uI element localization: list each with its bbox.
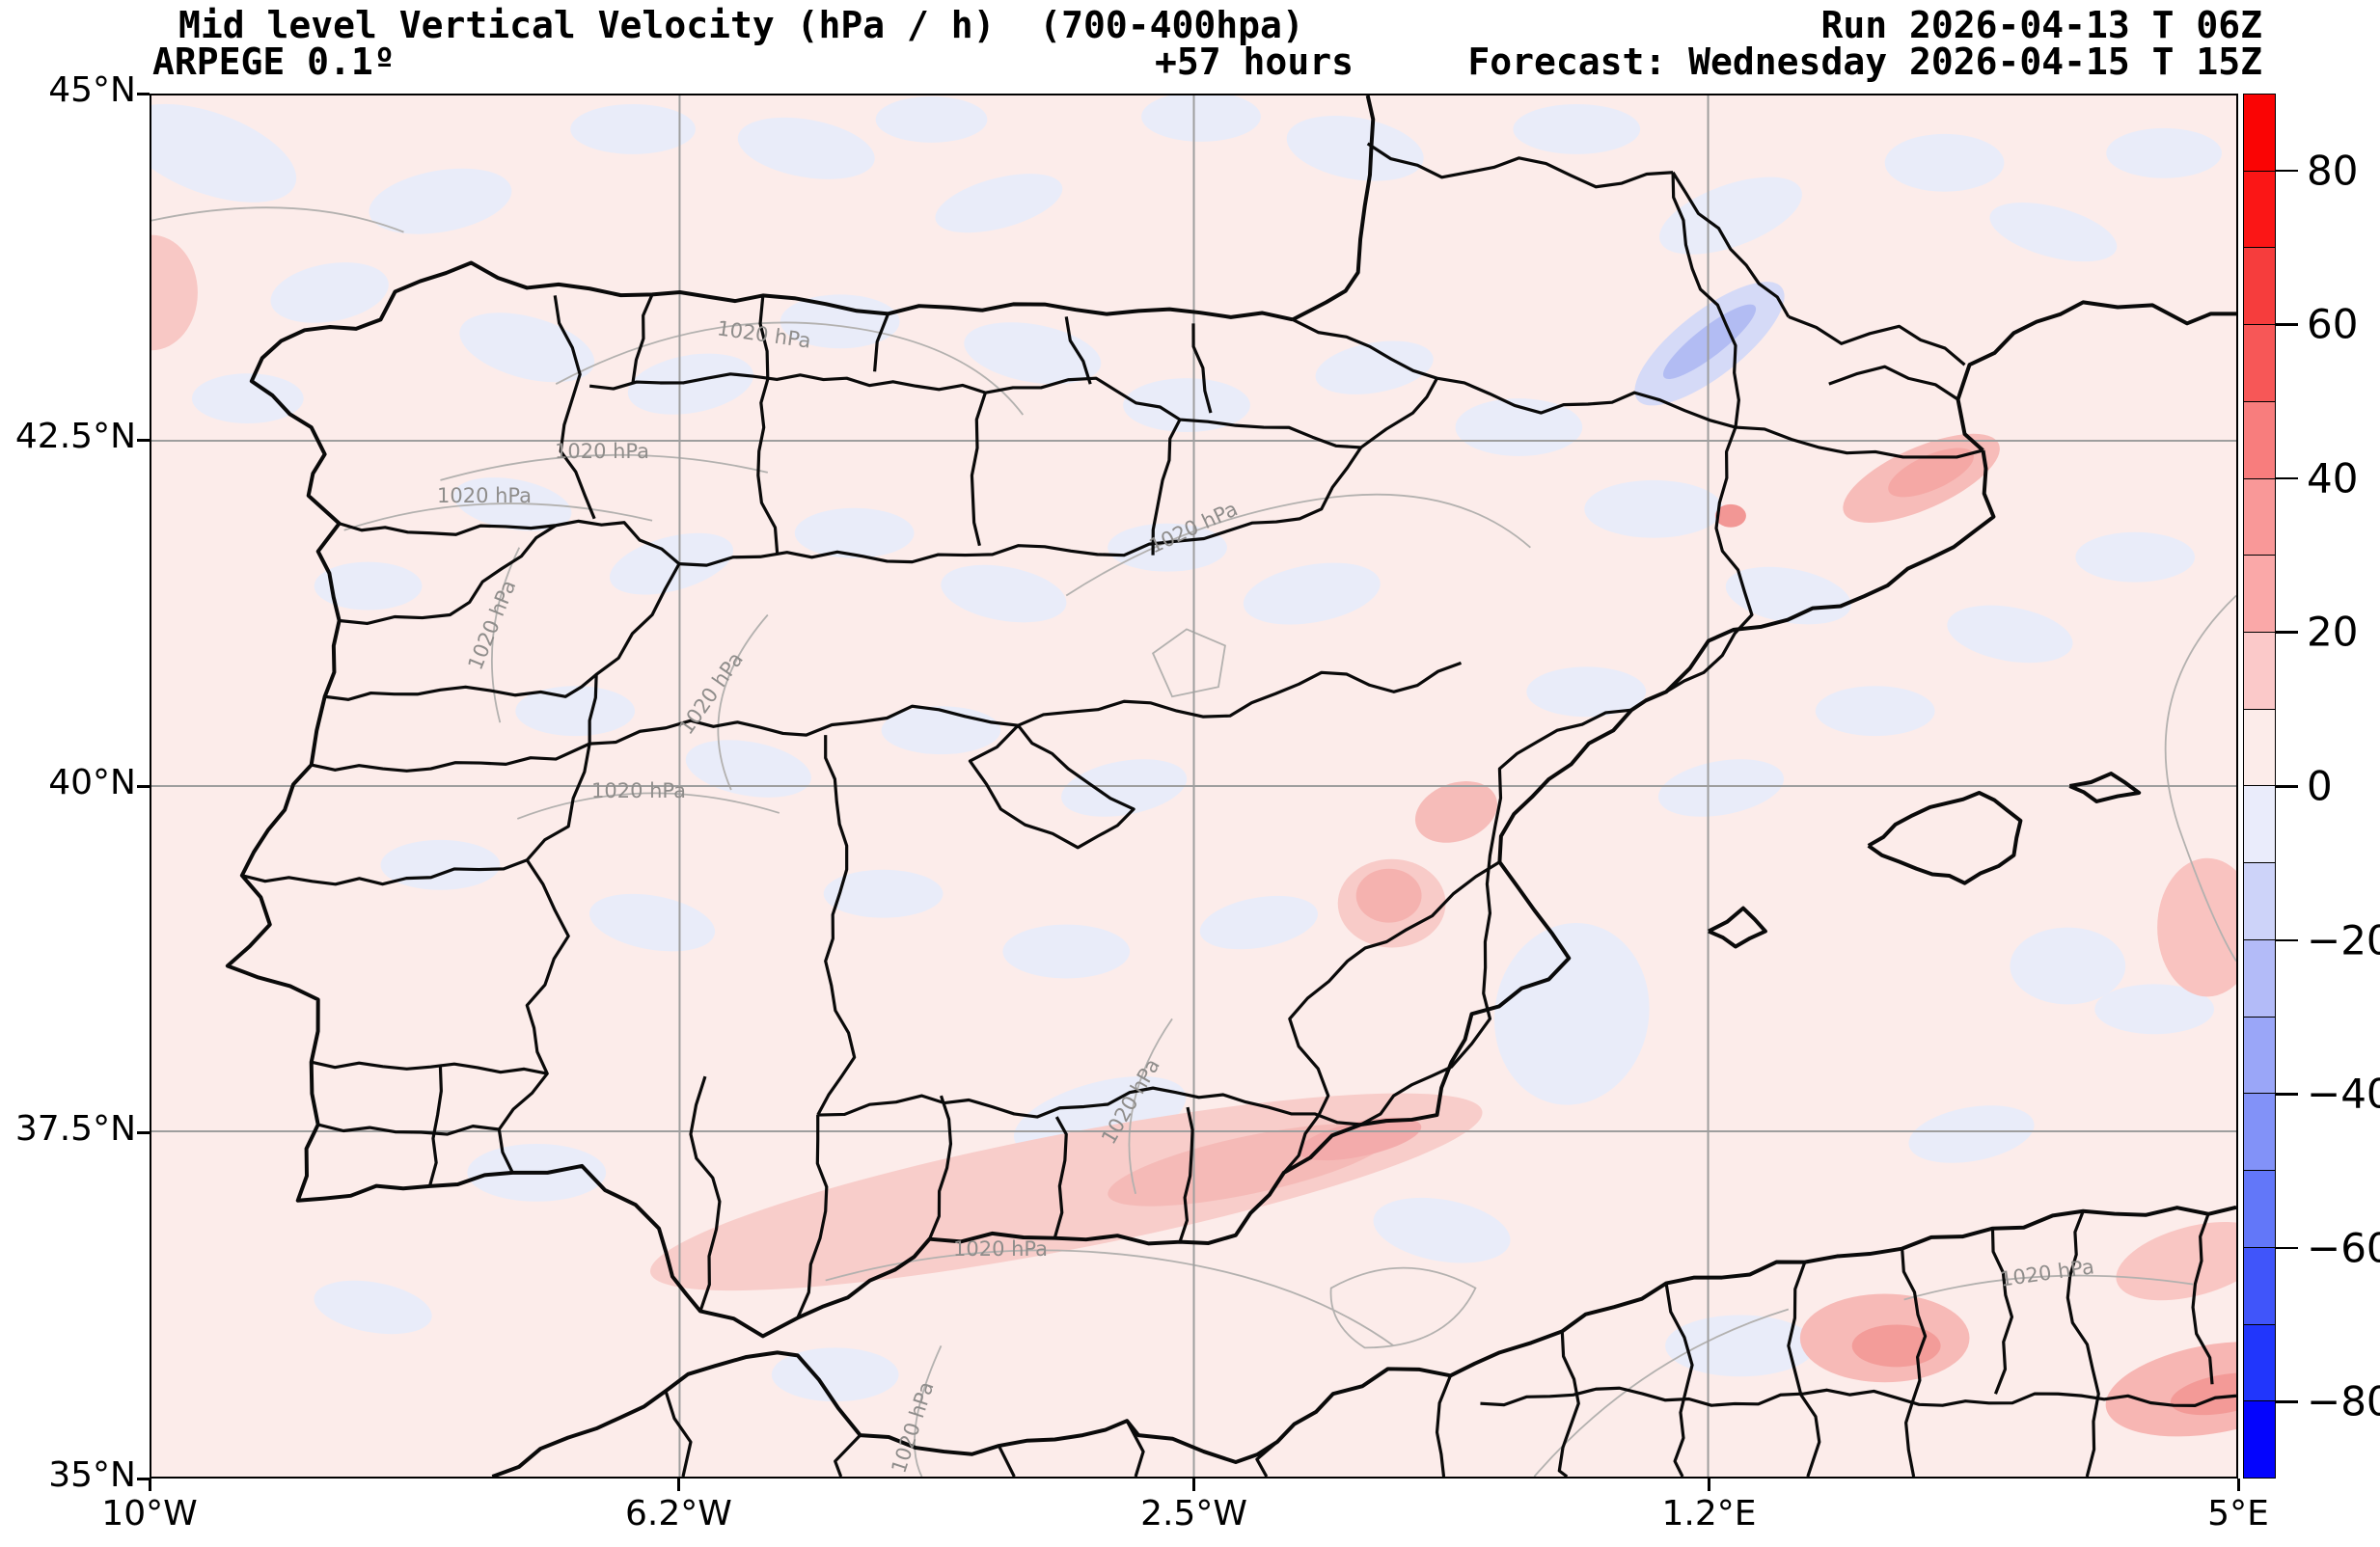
colorbar-tick — [2276, 1246, 2298, 1250]
colorbar-tick — [2276, 1400, 2298, 1403]
contour-label: 1020 hPa — [436, 484, 533, 507]
velocity-shading — [151, 95, 2236, 1437]
x-tick — [148, 1479, 151, 1491]
colorbar-tick-label: 80 — [2307, 147, 2359, 195]
x-tick-label: 2.5°W — [1140, 1494, 1247, 1533]
x-tick-label: 10°W — [101, 1494, 198, 1533]
colorbar-tick — [2276, 169, 2298, 173]
model-label: ARPEGE 0.1º — [152, 41, 396, 83]
colorbar-segment — [2244, 1016, 2275, 1094]
contour-label: 1020 hPa — [554, 440, 650, 463]
colorbar-tick — [2276, 785, 2298, 788]
x-tick — [1192, 1479, 1195, 1491]
colorbar-segment — [2244, 555, 2275, 633]
colorbar-segment — [2244, 785, 2275, 863]
y-tick-label: 35°N — [48, 1455, 136, 1495]
y-tick — [137, 1477, 150, 1480]
colorbar-tick-label: −80 — [2307, 1377, 2380, 1425]
colorbar — [2243, 94, 2276, 1479]
colorbar-segment — [2244, 1323, 2275, 1401]
isobar-contours — [151, 206, 2236, 1477]
y-tick-label: 42.5°N — [14, 417, 136, 456]
y-tick — [137, 438, 150, 442]
chart-title: Mid level Vertical Velocity (hPa / h) (7… — [178, 4, 1304, 46]
colorbar-tick — [2276, 1093, 2298, 1096]
colorbar-tick-label: −60 — [2307, 1224, 2380, 1272]
coastlines-and-borders — [225, 95, 2236, 1477]
colorbar-segment — [2244, 1093, 2275, 1171]
contour-label: 1020 hPa — [590, 779, 687, 802]
x-tick — [1708, 1479, 1711, 1491]
colorbar-tick-label: 0 — [2307, 762, 2333, 810]
contour-label: 1020 hPa — [952, 1237, 1049, 1261]
colorbar-segment — [2244, 632, 2275, 709]
colorbar-tick — [2276, 631, 2298, 634]
colorbar-tick-label: 40 — [2307, 454, 2359, 502]
forecast-label: Forecast: Wednesday 2026-04-15 T 15Z — [1467, 41, 2262, 83]
colorbar-segment — [2244, 1170, 2275, 1247]
colorbar-tick — [2276, 938, 2298, 942]
run-label: Run 2026-04-13 T 06Z — [1820, 4, 2262, 46]
colorbar-tick — [2276, 476, 2298, 480]
colorbar-tick-label: −20 — [2307, 916, 2380, 964]
x-tick-label: 6.2°W — [625, 1494, 732, 1533]
colorbar-segment — [2244, 708, 2275, 786]
colorbar-segment — [2244, 170, 2275, 248]
x-tick-label: 5°E — [2207, 1494, 2269, 1533]
colorbar-tick — [2276, 323, 2298, 326]
iberia-map — [151, 95, 2236, 1477]
colorbar-segment — [2244, 400, 2275, 478]
x-tick — [676, 1479, 680, 1491]
x-tick-label: 1.2°E — [1661, 1494, 1757, 1533]
colorbar-tick-label: −40 — [2307, 1070, 2380, 1118]
colorbar-segment — [2244, 1246, 2275, 1324]
colorbar-segment — [2244, 938, 2275, 1017]
colorbar-segment — [2244, 862, 2275, 939]
y-tick — [137, 784, 150, 788]
latlon-gridlines — [151, 95, 2236, 1477]
y-tick-label: 40°N — [48, 763, 136, 802]
y-tick-label: 37.5°N — [14, 1109, 136, 1149]
colorbar-segment — [2244, 1400, 2275, 1478]
colorbar-tick-label: 20 — [2307, 608, 2359, 656]
colorbar-segment — [2244, 247, 2275, 325]
map-plot-area: 1020 hPa 1020 hPa 1020 hPa 1020 hPa 1020 hPa… — [150, 94, 2238, 1479]
y-tick — [137, 92, 150, 95]
x-tick — [2236, 1479, 2240, 1491]
colorbar-segment — [2244, 477, 2275, 556]
y-tick-label: 45°N — [48, 70, 136, 110]
lead-time-label: +57 hours — [1155, 41, 1354, 83]
y-tick — [137, 1130, 150, 1134]
colorbar-segment — [2244, 324, 2275, 401]
colorbar-segment — [2244, 95, 2275, 171]
colorbar-tick-label: 60 — [2307, 300, 2359, 348]
